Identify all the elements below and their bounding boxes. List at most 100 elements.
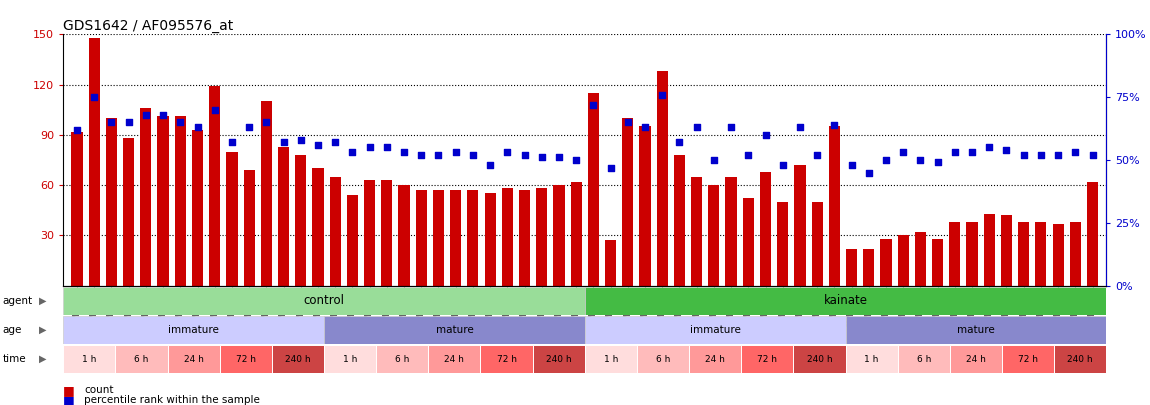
Bar (950, 345, 1002, 373)
Point (68, 127, 86, 133)
Point (550, 154, 568, 161)
Bar (63, 287, 584, 315)
Text: ■: ■ (63, 394, 75, 405)
Text: 72 h: 72 h (236, 355, 255, 364)
Point (963, 149, 981, 156)
Point (325, 139, 344, 146)
Bar (898, 235, 908, 286)
Bar (845, 316, 1106, 344)
Bar (812, 202, 822, 286)
Point (739, 152, 758, 158)
Bar (432, 190, 444, 286)
Text: 6 h: 6 h (917, 355, 932, 364)
Bar (271, 345, 324, 373)
Text: mature: mature (957, 325, 995, 335)
Point (1032, 152, 1050, 158)
Point (757, 132, 775, 138)
Text: ▶: ▶ (39, 325, 47, 335)
Bar (777, 202, 788, 286)
Point (498, 149, 516, 156)
Text: 24 h: 24 h (444, 355, 465, 364)
Text: 72 h: 72 h (1018, 355, 1038, 364)
Point (876, 157, 895, 163)
Text: time: time (2, 354, 26, 364)
Bar (743, 198, 754, 286)
Bar (674, 155, 685, 286)
Text: 24 h: 24 h (966, 355, 986, 364)
Bar (536, 188, 547, 286)
Bar (622, 118, 634, 286)
Bar (845, 345, 898, 373)
Text: GDS1642 / AF095576_at: GDS1642 / AF095576_at (63, 19, 233, 33)
Point (394, 149, 413, 156)
Bar (347, 195, 358, 286)
Bar (570, 182, 582, 286)
Point (532, 154, 551, 161)
Bar (244, 170, 255, 286)
Bar (584, 345, 637, 373)
Bar (914, 232, 926, 286)
Bar (330, 177, 340, 286)
Bar (553, 185, 565, 286)
Point (670, 139, 689, 146)
Bar (192, 130, 204, 286)
Bar (760, 172, 772, 286)
Bar (115, 345, 168, 373)
Point (137, 111, 155, 118)
Point (446, 149, 465, 156)
Text: percentile rank within the sample: percentile rank within the sample (84, 395, 260, 405)
Point (859, 169, 877, 176)
Text: 72 h: 72 h (758, 355, 777, 364)
Bar (467, 190, 478, 286)
Bar (296, 155, 306, 286)
Bar (324, 316, 584, 344)
Point (309, 142, 328, 148)
Bar (450, 190, 461, 286)
Bar (484, 194, 496, 286)
Point (705, 157, 723, 163)
Point (292, 136, 311, 143)
Point (636, 124, 654, 130)
Bar (864, 249, 874, 286)
Text: 240 h: 240 h (285, 355, 310, 364)
Bar (726, 177, 737, 286)
Bar (158, 117, 169, 286)
Bar (1052, 224, 1064, 286)
Text: ■: ■ (63, 384, 75, 397)
Bar (261, 101, 271, 286)
Bar (71, 132, 83, 286)
Bar (220, 345, 271, 373)
Bar (1000, 215, 1012, 286)
Point (412, 152, 430, 158)
Text: 1 h: 1 h (343, 355, 358, 364)
Bar (584, 287, 1106, 315)
Text: count: count (84, 386, 114, 395)
Point (1049, 152, 1067, 158)
Bar (1087, 182, 1098, 286)
Bar (123, 138, 135, 286)
Bar (1018, 222, 1029, 286)
Point (377, 144, 396, 151)
Text: 72 h: 72 h (497, 355, 516, 364)
Point (120, 119, 138, 126)
Bar (365, 180, 375, 286)
Bar (691, 177, 703, 286)
Text: 1 h: 1 h (865, 355, 879, 364)
Bar (1035, 222, 1046, 286)
Point (928, 159, 946, 166)
Point (240, 124, 259, 130)
Bar (846, 249, 857, 286)
Bar (376, 345, 428, 373)
Text: kainate: kainate (823, 294, 867, 307)
Text: ▶: ▶ (39, 354, 47, 364)
Point (774, 162, 792, 168)
Text: 1 h: 1 h (82, 355, 97, 364)
Bar (1055, 345, 1106, 373)
Bar (689, 345, 742, 373)
Bar (106, 118, 117, 286)
Point (275, 139, 293, 146)
Text: 24 h: 24 h (705, 355, 726, 364)
Point (102, 119, 121, 126)
Point (171, 119, 190, 126)
Point (206, 107, 224, 113)
